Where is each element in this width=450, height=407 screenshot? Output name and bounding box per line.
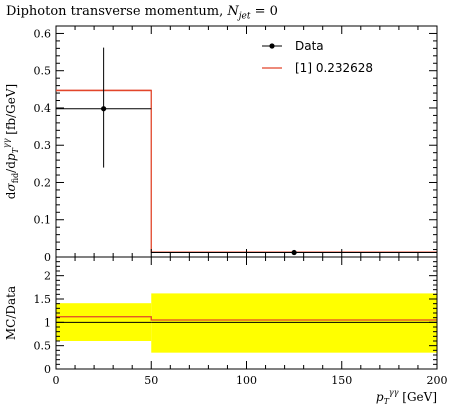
main-y-tick-label: 0.4 — [34, 102, 52, 115]
ratio-y-tick-label: 1 — [44, 316, 51, 329]
chart-title-text: Diphoton transverse momentum, — [6, 4, 228, 19]
data-point — [291, 249, 297, 256]
main-panel: 0 0.1 0.2 0.3 0.4 0.5 0.6 dσfid/dpTγγ [fb/GeV] D… — [2, 25, 438, 264]
legend-mc-label: [1] 0.232628 — [295, 61, 373, 75]
main-y-tick-label: 0.5 — [34, 65, 52, 78]
data-point — [101, 106, 107, 112]
mc-histogram-line — [56, 89, 437, 253]
main-y-tick-label: 0.6 — [34, 27, 52, 40]
ratio-x-tick-label: 0 — [53, 374, 60, 387]
chart-title-subscript: jet — [238, 11, 251, 22]
ratio-mc-line — [56, 316, 437, 321]
main-y-axis-label: dσfid/dpTγγ [fb/GeV] — [2, 84, 20, 199]
main-y-tick-label: 0 — [44, 251, 51, 264]
chart-title-suffix: = 0 — [250, 4, 278, 19]
ratio-x-tick-label: 200 — [427, 374, 448, 387]
chart-title-var: N — [227, 4, 239, 19]
legend-data-label: Data — [295, 39, 324, 53]
ratio-x-tick-label: 50 — [144, 374, 158, 387]
ratio-y-tick-label: 1.5 — [34, 293, 52, 306]
chart-title: Diphoton transverse momentum, Njet = 0 — [6, 4, 278, 22]
x-axis-label: pTγγ [GeV] — [376, 388, 437, 406]
ratio-uncertainty-band — [151, 293, 437, 353]
ratio-y-tick-label: 2 — [44, 270, 51, 283]
main-frame — [55, 25, 438, 258]
ratio-x-tick-label: 150 — [331, 374, 352, 387]
ratio-y-tick-label: 0.5 — [34, 340, 52, 353]
ratio-y-axis-label: MC/Data — [4, 286, 18, 340]
legend-data-marker — [269, 43, 275, 49]
main-y-tick-label: 0.1 — [34, 214, 52, 227]
ratio-x-tick-label: 100 — [236, 374, 257, 387]
main-y-tick-label: 0.3 — [34, 139, 52, 152]
ratio-panel: 0 0.5 1 1.5 2 0 50 100 150 200 MC/Data pTγγ [GeV] — [4, 256, 448, 406]
main-y-tick-label: 0.2 — [34, 176, 52, 189]
ratio-y-tick-label: 0 — [44, 363, 51, 376]
